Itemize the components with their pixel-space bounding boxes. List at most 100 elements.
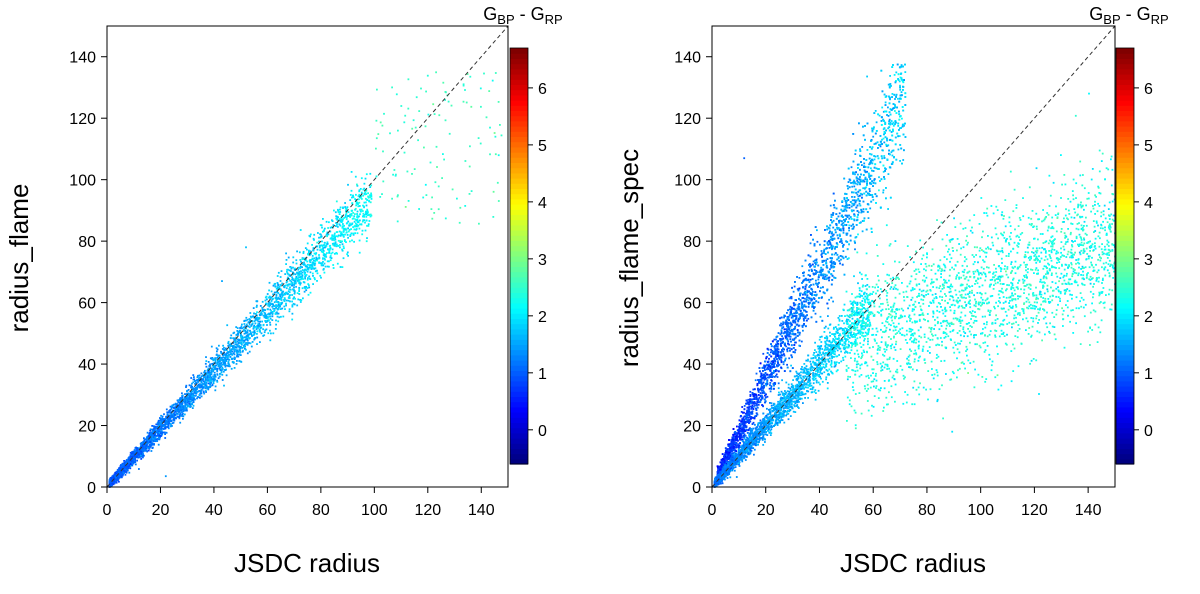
data-point (267, 296, 270, 299)
data-point (296, 271, 298, 274)
colorbar-segment (510, 84, 528, 91)
data-point (333, 209, 335, 212)
data-point (305, 289, 308, 292)
data-point (326, 235, 328, 238)
data-point (256, 316, 259, 319)
data-point (221, 366, 224, 369)
data-point (316, 272, 319, 275)
data-point (276, 297, 278, 300)
data-point (301, 258, 304, 261)
data-point (142, 456, 144, 459)
data-point (172, 404, 175, 406)
data-point (244, 345, 246, 348)
data-point (364, 221, 366, 224)
data-point (183, 401, 186, 404)
data-point (217, 360, 220, 363)
data-point (280, 303, 283, 306)
data-point (254, 317, 257, 320)
data-point (113, 473, 116, 476)
colorbar-segment (510, 162, 528, 169)
data-point (141, 446, 144, 449)
data-point (133, 456, 136, 458)
data-point (359, 188, 362, 190)
data-point (358, 227, 361, 230)
data-point (251, 334, 253, 337)
data-point (191, 396, 194, 399)
data-point (354, 207, 357, 210)
data-point (240, 342, 243, 344)
data-point (134, 463, 137, 466)
data-point (288, 288, 291, 291)
data-point (228, 343, 231, 346)
data-point (214, 358, 216, 361)
data-point (492, 216, 495, 218)
data-point (118, 467, 120, 470)
data-point (232, 352, 235, 355)
data-point (161, 433, 163, 436)
data-point (298, 293, 301, 295)
data-point (114, 471, 117, 474)
data-point (302, 297, 304, 300)
data-point (221, 379, 224, 381)
data-point (130, 459, 133, 461)
data-point (362, 188, 365, 191)
data-point (177, 411, 180, 413)
data-point (200, 372, 203, 375)
data-point (404, 206, 407, 208)
data-point (164, 431, 167, 434)
data-point (342, 206, 344, 209)
data-point (338, 223, 341, 226)
colorbar-segment (510, 401, 528, 408)
data-point (146, 440, 148, 443)
data-point (325, 220, 328, 223)
data-point (368, 213, 370, 216)
data-point (276, 288, 279, 290)
data-point (462, 84, 465, 87)
data-point (210, 370, 213, 372)
data-point (420, 87, 422, 90)
data-point (216, 369, 219, 372)
data-point (155, 435, 158, 437)
colorbar-segment (510, 458, 528, 465)
data-point (210, 358, 213, 360)
data-point (246, 329, 249, 332)
data-point (181, 415, 184, 417)
data-point (295, 278, 298, 281)
data-point (204, 374, 207, 376)
data-point (227, 352, 230, 354)
data-point (281, 307, 284, 310)
data-point (281, 282, 284, 285)
data-point (319, 233, 321, 236)
colorbar-segment (510, 349, 528, 356)
data-point (163, 427, 166, 430)
data-point (232, 332, 235, 335)
data-point (239, 351, 242, 354)
data-point (350, 189, 353, 192)
data-point (223, 349, 226, 351)
data-point (310, 268, 313, 270)
data-point (119, 465, 122, 468)
data-point (151, 428, 154, 431)
data-point (450, 104, 453, 107)
data-point (308, 284, 310, 287)
data-point (214, 361, 217, 363)
data-point (352, 217, 355, 220)
data-point (306, 278, 309, 281)
data-point (139, 456, 142, 458)
colorbar-segment (510, 308, 528, 314)
data-point (193, 391, 196, 393)
data-point (343, 217, 346, 219)
data-point (397, 194, 399, 197)
data-point (375, 147, 377, 150)
data-point (272, 297, 275, 300)
data-point (356, 210, 359, 213)
data-point (221, 368, 223, 370)
data-point (179, 397, 182, 399)
data-point (350, 171, 353, 173)
data-point (159, 435, 161, 437)
data-point (342, 228, 345, 231)
colorbar-segment (510, 53, 528, 59)
data-point (352, 196, 355, 199)
data-point (252, 315, 254, 318)
data-point (209, 385, 212, 387)
